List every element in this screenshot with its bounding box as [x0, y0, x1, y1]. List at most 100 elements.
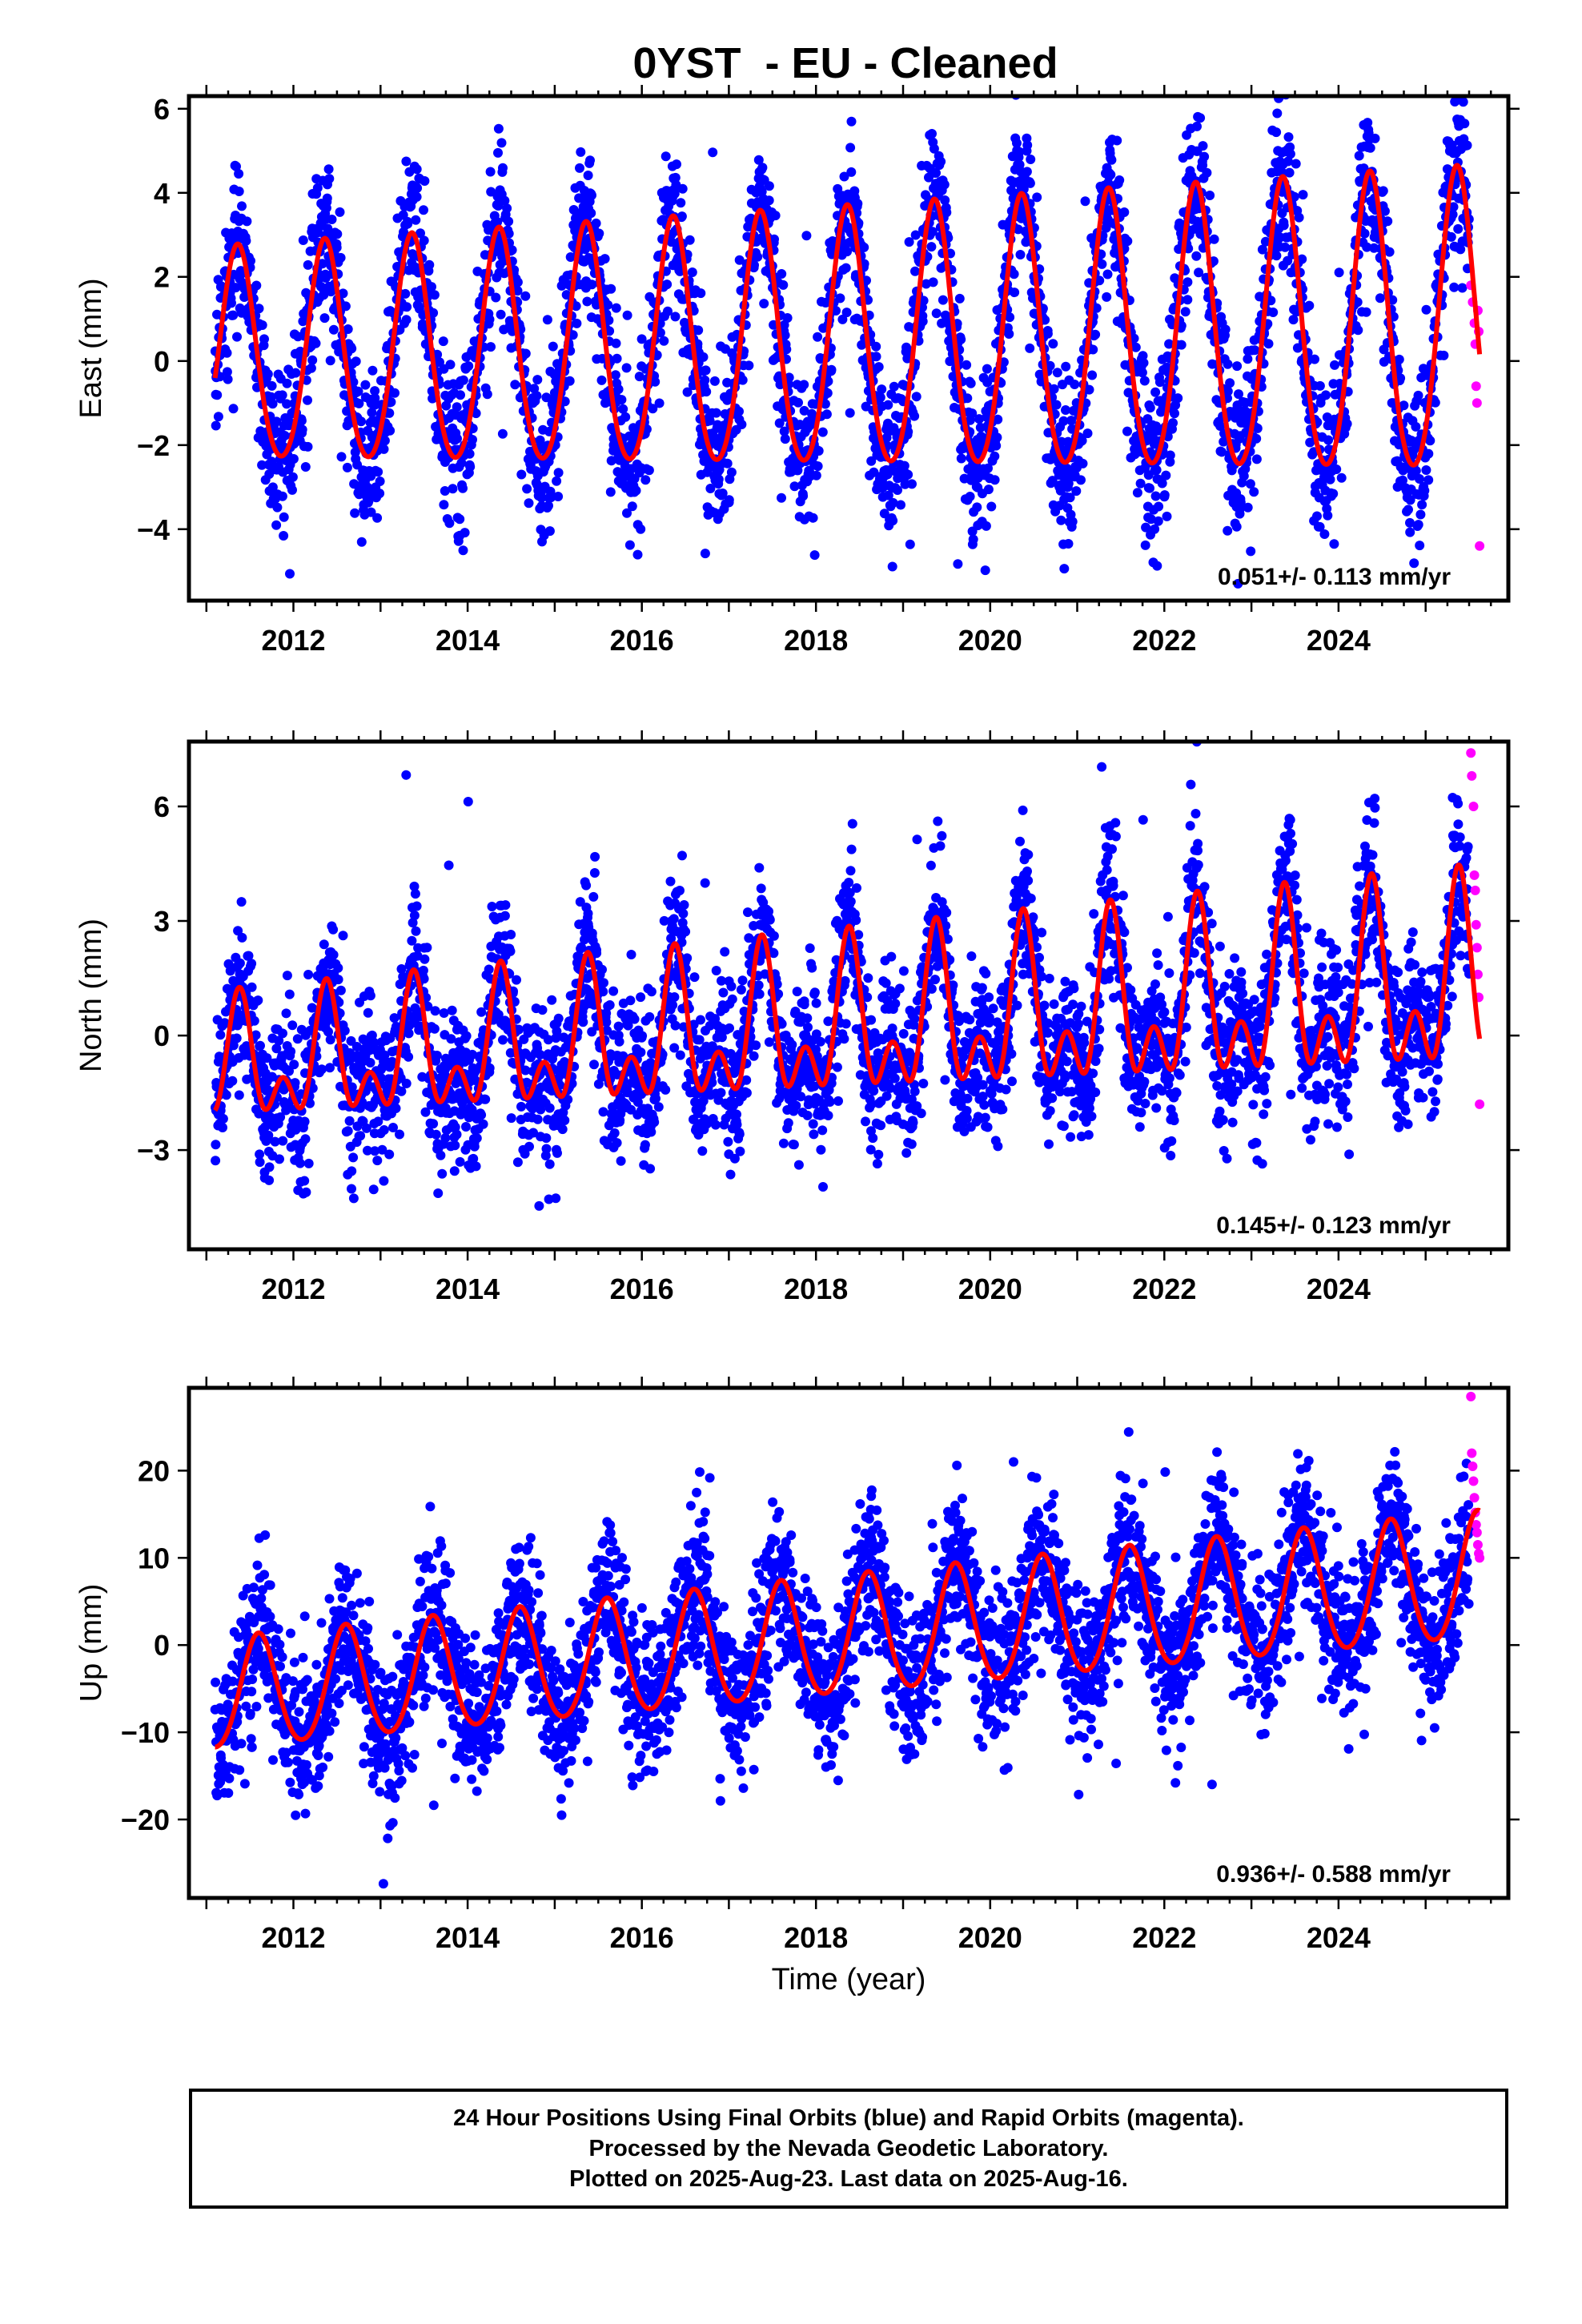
- data-point: [412, 183, 423, 193]
- data-point: [620, 412, 631, 422]
- data-point: [1417, 500, 1427, 510]
- data-point: [1192, 121, 1202, 131]
- data-point: [1132, 488, 1142, 498]
- data-point: [759, 299, 769, 309]
- data-point: [1312, 511, 1322, 521]
- data-point: [781, 344, 792, 355]
- x-tick-label: 2012: [261, 624, 325, 657]
- data-point: [1048, 339, 1058, 349]
- data-point: [582, 296, 592, 307]
- data-point: [504, 228, 514, 239]
- data-point: [1342, 419, 1352, 429]
- data-point: [931, 308, 942, 319]
- data-point: [1135, 478, 1146, 489]
- data-point: [418, 965, 428, 975]
- data-point: [917, 316, 928, 327]
- data-point: [813, 461, 823, 472]
- data-point: [808, 513, 818, 523]
- rapid-point: [1471, 381, 1481, 392]
- data-point: [544, 526, 555, 537]
- data-point: [793, 397, 803, 408]
- data-point: [1263, 339, 1274, 349]
- data-point: [560, 396, 570, 407]
- data-point: [491, 292, 501, 303]
- data-point: [604, 326, 615, 336]
- data-point: [644, 465, 654, 476]
- data-point: [811, 470, 821, 480]
- data-point: [1080, 196, 1090, 207]
- data-point: [227, 1076, 238, 1086]
- data-point: [370, 386, 380, 396]
- data-point: [780, 330, 790, 340]
- data-point: [1122, 426, 1132, 436]
- data-point: [1061, 361, 1071, 372]
- data-point: [299, 1176, 310, 1186]
- data-point: [813, 332, 823, 342]
- data-point: [770, 211, 781, 221]
- data-point: [1182, 277, 1193, 287]
- data-point: [319, 313, 330, 324]
- data-point: [1205, 191, 1215, 200]
- data-point: [1249, 487, 1259, 497]
- data-point: [472, 1133, 482, 1144]
- data-point: [497, 428, 508, 439]
- data-point: [1449, 282, 1460, 292]
- data-point: [613, 384, 624, 395]
- data-point: [272, 502, 283, 513]
- data-point: [544, 1103, 555, 1113]
- data-point: [1059, 564, 1070, 574]
- data-point: [428, 1119, 439, 1129]
- data-point: [411, 215, 421, 225]
- data-point: [306, 363, 316, 373]
- x-tick-label: 2016: [610, 624, 674, 657]
- data-point: [401, 1079, 412, 1088]
- data-point: [661, 151, 671, 162]
- data-point: [372, 513, 383, 523]
- data-point: [512, 286, 523, 296]
- data-point: [893, 485, 902, 495]
- data-point: [927, 129, 937, 139]
- data-point: [500, 195, 510, 206]
- data-point: [493, 147, 503, 158]
- data-point: [461, 1031, 472, 1041]
- data-point: [211, 1140, 221, 1150]
- data-point: [1032, 192, 1042, 203]
- data-point: [551, 1193, 561, 1204]
- data-point: [1004, 329, 1014, 339]
- data-point: [1415, 541, 1425, 551]
- data-point: [1015, 250, 1026, 259]
- data-point: [1139, 376, 1150, 386]
- data-point: [669, 188, 680, 199]
- data-point: [956, 334, 966, 344]
- data-point: [801, 231, 812, 241]
- data-point: [1223, 359, 1233, 369]
- data-point: [213, 412, 223, 422]
- data-point: [303, 1158, 314, 1168]
- data-point: [367, 1356, 377, 1365]
- data-point: [709, 376, 720, 386]
- data-point: [347, 1166, 357, 1176]
- data-point: [507, 245, 517, 255]
- data-point: [386, 397, 396, 407]
- data-point: [221, 1090, 231, 1100]
- data-point: [677, 211, 687, 222]
- data-point: [289, 1059, 299, 1070]
- data-point: [966, 378, 976, 388]
- data-point: [536, 493, 547, 503]
- data-point: [1010, 287, 1020, 298]
- data-point: [1078, 458, 1088, 468]
- data-point: [1394, 354, 1404, 364]
- data-point: [1452, 74, 1462, 83]
- data-point: [753, 251, 763, 262]
- data-point: [1421, 465, 1431, 475]
- data-point: [1106, 155, 1117, 165]
- data-point: [1070, 380, 1080, 389]
- data-point: [1458, 97, 1468, 107]
- data-point: [1453, 223, 1464, 234]
- data-point: [859, 242, 869, 252]
- data-point: [1170, 408, 1179, 419]
- data-point: [1076, 475, 1086, 485]
- data-point: [928, 277, 938, 287]
- data-point: [561, 290, 572, 300]
- data-point: [333, 963, 343, 973]
